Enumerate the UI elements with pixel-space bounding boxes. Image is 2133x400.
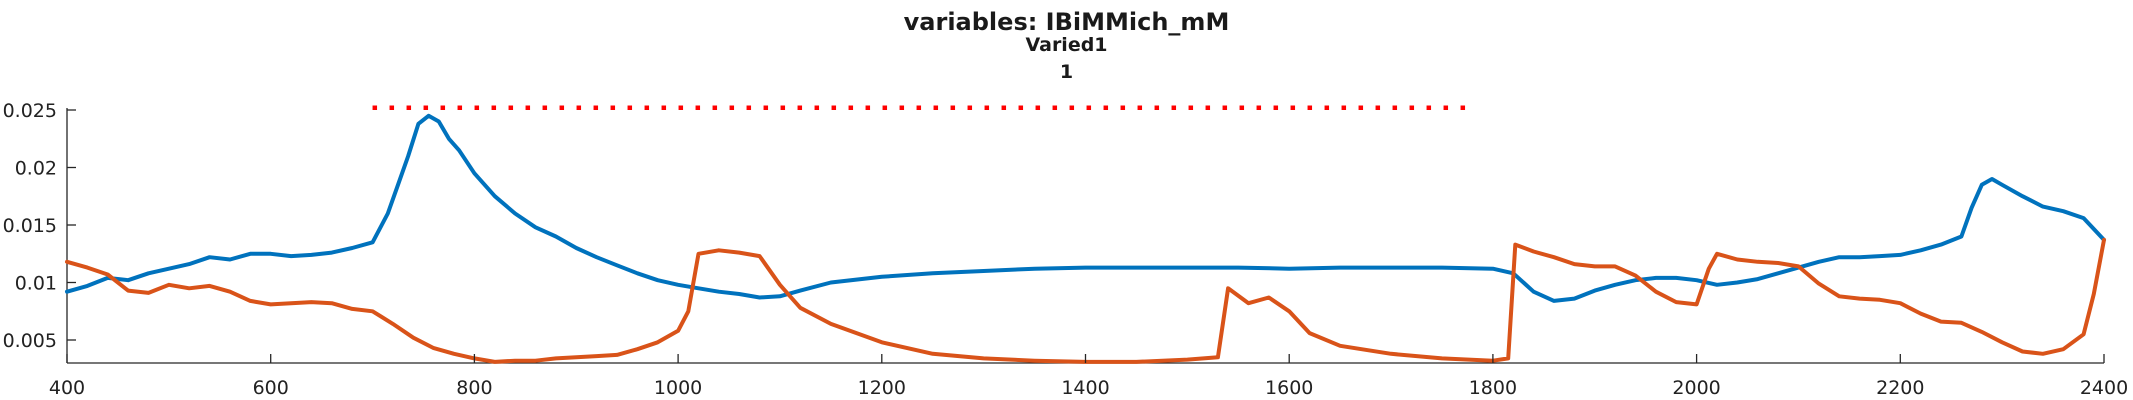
x-tick-label: 400 [49, 377, 85, 399]
x-tick-label: 1000 [654, 377, 702, 399]
x-tick-label: 2400 [2080, 377, 2128, 399]
x-tick-label: 600 [253, 377, 289, 399]
x-tick-label: 1400 [1061, 377, 1109, 399]
x-tick-label: 1200 [858, 377, 906, 399]
chart-subtitle-1: Varied1 [1025, 34, 1108, 56]
y-tick-label: 0.005 [3, 330, 57, 352]
chart-title: variables: IBiMMich_mM [903, 8, 1230, 36]
x-tick-label: 2000 [1672, 377, 1720, 399]
y-tick-label: 0.025 [3, 100, 57, 122]
chart-subtitle-2: 1 [1059, 61, 1074, 83]
y-tick-label: 0.015 [3, 215, 57, 237]
series-0-line [65, 113, 2106, 303]
x-tick-label: 1600 [1265, 377, 1313, 399]
x-tick-label: 800 [456, 377, 492, 399]
series-1-line [65, 237, 2106, 364]
x-tick-label: 1800 [1469, 377, 1517, 399]
y-tick-label: 0.02 [15, 158, 57, 180]
y-tick-label: 0.01 [15, 273, 57, 295]
x-tick-label: 2200 [1876, 377, 1924, 399]
